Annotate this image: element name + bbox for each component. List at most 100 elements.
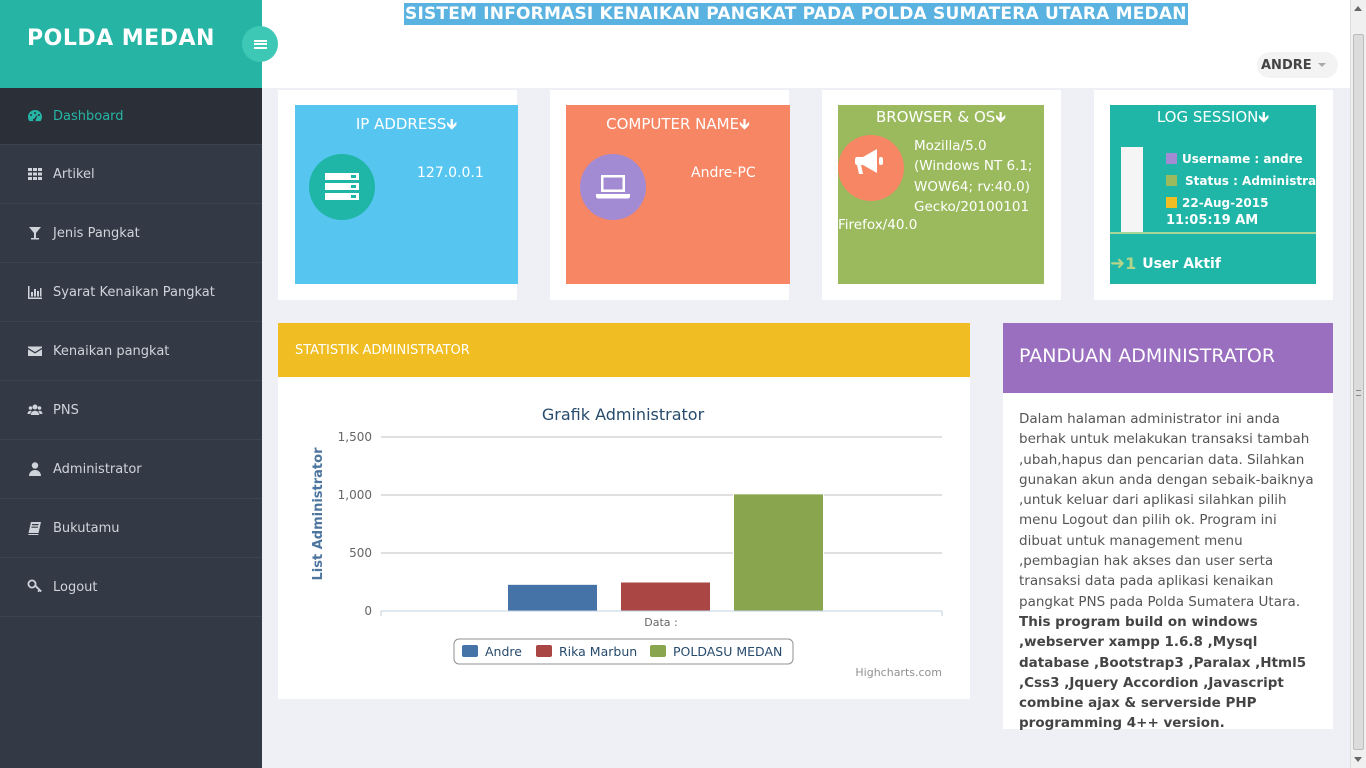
sidebar-item-administrator[interactable]: Administrator — [0, 440, 262, 499]
session-bar — [1121, 147, 1143, 233]
arrow-down-icon: 🡻 — [1258, 108, 1270, 126]
sidebar-item-syarat-kenaikan-pangkat[interactable]: Syarat Kenaikan Pangkat — [0, 263, 262, 322]
sidebar-item-label: Administrator — [53, 461, 142, 477]
dashboard-icon — [27, 108, 53, 124]
bullhorn-icon — [838, 135, 904, 201]
browser-os-tile: BROWSER & OS🡻 Mozilla/5.0 (Windows NT 6.… — [838, 105, 1044, 284]
sidebar-item-label: PNS — [53, 402, 79, 418]
session-username: Username : andre — [1182, 152, 1303, 166]
caret-down-icon — [1317, 63, 1326, 67]
chart-credit: Highcharts.com — [855, 666, 942, 679]
session-status: Status : Administrator — [1185, 174, 1316, 188]
sidebar-item-dashboard[interactable]: Dashboard — [0, 88, 262, 145]
guide-panel: PANDUAN ADMINISTRATOR Dalam halaman admi… — [1003, 323, 1333, 731]
computer-name-title: COMPUTER NAME — [606, 115, 740, 133]
scroll-down-arrow-icon[interactable] — [1354, 757, 1362, 762]
users-icon — [27, 402, 53, 418]
sidebar-item-bukutamu[interactable]: Bukutamu — [0, 499, 262, 558]
sidebar-nav: Dashboard Artikel Jenis Pangkat Syarat K… — [0, 88, 262, 617]
sidebar-item-jenis-pangkat[interactable]: Jenis Pangkat — [0, 204, 262, 263]
sidebar-item-label: Logout — [53, 579, 98, 595]
user-icon — [27, 461, 53, 477]
sidebar-item-label: Bukutamu — [53, 520, 120, 536]
grid-icon — [27, 166, 53, 182]
log-session-card: LOG SESSION🡻 Username : andre Status : A… — [1094, 90, 1333, 300]
chart-bars — [507, 493, 824, 612]
guide-panel-title: PANDUAN ADMINISTRATOR — [1003, 323, 1333, 393]
sidebar-item-kenaikan-pangkat[interactable]: Kenaikan pangkat — [0, 322, 262, 381]
y-tick-label: 1,500 — [338, 430, 372, 444]
brand-title[interactable]: POLDA MEDAN — [27, 26, 215, 51]
legend-label: Rika Marbun — [559, 644, 637, 659]
browser-os-line: Firefox/40.0 — [838, 217, 918, 233]
scrollbar-thumb[interactable] — [1353, 34, 1364, 750]
legend-swatch — [1166, 175, 1177, 186]
envelope-icon — [27, 343, 53, 359]
browser-os-line: Gecko/20100101 — [914, 198, 1030, 215]
book-icon — [27, 520, 53, 536]
active-user-label: User Aktif — [1142, 255, 1221, 272]
divider — [1110, 232, 1316, 234]
chart-legend-items: Andre Rika Marbun POLDASU MEDAN — [462, 644, 782, 659]
ip-address-card: IP ADDRESS🡻 127.0.0.1 — [278, 90, 518, 300]
y-axis-ticks: 0 500 1,000 1,500 — [338, 430, 372, 618]
legend-label: Andre — [485, 644, 522, 659]
glass-icon — [27, 225, 53, 241]
browser-os-title: BROWSER & OS — [875, 108, 996, 126]
active-user-count: 1 — [1125, 254, 1137, 273]
computer-name-tile: COMPUTER NAME🡻 Andre-PC — [566, 105, 790, 284]
brand-bar: POLDA MEDAN — [0, 0, 262, 88]
legend-swatch — [650, 645, 666, 657]
chart-bar — [733, 493, 824, 612]
top-bar: SISTEM INFORMASI KENAIKAN PANGKAT PADA P… — [262, 0, 1350, 88]
menu-icon — [253, 39, 267, 49]
sign-in-icon: ➜ — [1110, 253, 1126, 274]
ip-address-title: IP ADDRESS — [355, 115, 447, 133]
administrator-chart: Grafik Administrator 0 500 1,000 1,500 List… — [311, 405, 943, 679]
sidebar-item-label: Kenaikan pangkat — [53, 343, 170, 359]
page-title: SISTEM INFORMASI KENAIKAN PANGKAT PADA P… — [404, 3, 1188, 25]
browser-os-card: BROWSER & OS🡻 Mozilla/5.0 (Windows NT 6.… — [822, 90, 1061, 300]
chart-bar — [507, 583, 598, 612]
statistic-panel: STATISTIK ADMINISTRATOR Grafik Administr… — [278, 323, 970, 699]
log-session-title: LOG SESSION — [1156, 108, 1259, 126]
guide-text: Dalam halaman administrator ini anda ber… — [1019, 411, 1314, 610]
sidebar-toggle-button[interactable] — [242, 26, 278, 62]
arrow-down-icon: 🡻 — [995, 108, 1007, 126]
sidebar: POLDA MEDAN Dashboard Artikel Jenis Pang… — [0, 0, 262, 768]
computer-name-value: Andre-PC — [691, 165, 756, 181]
browser-os-line: (Windows NT 6.1; — [914, 158, 1033, 175]
guide-panel-body: Dalam halaman administrator ini anda ber… — [1003, 393, 1333, 734]
sidebar-item-pns[interactable]: PNS — [0, 381, 262, 440]
sidebar-item-label: Syarat Kenaikan Pangkat — [53, 284, 215, 300]
user-menu-button[interactable]: ANDRE — [1257, 52, 1338, 78]
y-axis-label: List Administrator — [311, 447, 326, 581]
ip-address-value: 127.0.0.1 — [417, 165, 484, 181]
y-tick-label: 500 — [349, 546, 372, 560]
arrow-down-icon: 🡻 — [446, 115, 458, 133]
legend-swatch — [1166, 153, 1177, 164]
sidebar-item-artikel[interactable]: Artikel — [0, 145, 262, 204]
sidebar-item-logout[interactable]: Logout — [0, 558, 262, 617]
legend-label: POLDASU MEDAN — [673, 644, 782, 659]
session-time: 11:05:19 AM — [1166, 213, 1259, 228]
scroll-up-arrow-icon[interactable] — [1354, 6, 1362, 11]
x-axis-label: Data : — [644, 616, 677, 629]
computer-name-card: COMPUTER NAME🡻 Andre-PC — [550, 90, 790, 300]
legend-swatch — [536, 645, 552, 657]
bar-chart-icon — [27, 284, 53, 300]
statistic-panel-title: STATISTIK ADMINISTRATOR — [278, 323, 970, 377]
sidebar-item-label: Jenis Pangkat — [53, 225, 140, 241]
legend-swatch — [462, 645, 478, 657]
session-date: 22-Aug-2015 — [1182, 196, 1269, 210]
chart-grid — [381, 436, 942, 554]
page-scrollbar[interactable] — [1350, 0, 1366, 768]
chart-bar — [620, 581, 711, 612]
server-icon — [309, 154, 375, 220]
browser-os-line: WOW64; rv:40.0) — [914, 178, 1031, 195]
y-tick-label: 0 — [364, 604, 372, 618]
guide-bold-text: This program build on windows ,webserver… — [1019, 613, 1307, 732]
log-session-tile: LOG SESSION🡻 Username : andre Status : A… — [1110, 105, 1316, 284]
browser-os-line: Mozilla/5.0 — [914, 138, 987, 154]
laptop-icon — [580, 154, 646, 220]
